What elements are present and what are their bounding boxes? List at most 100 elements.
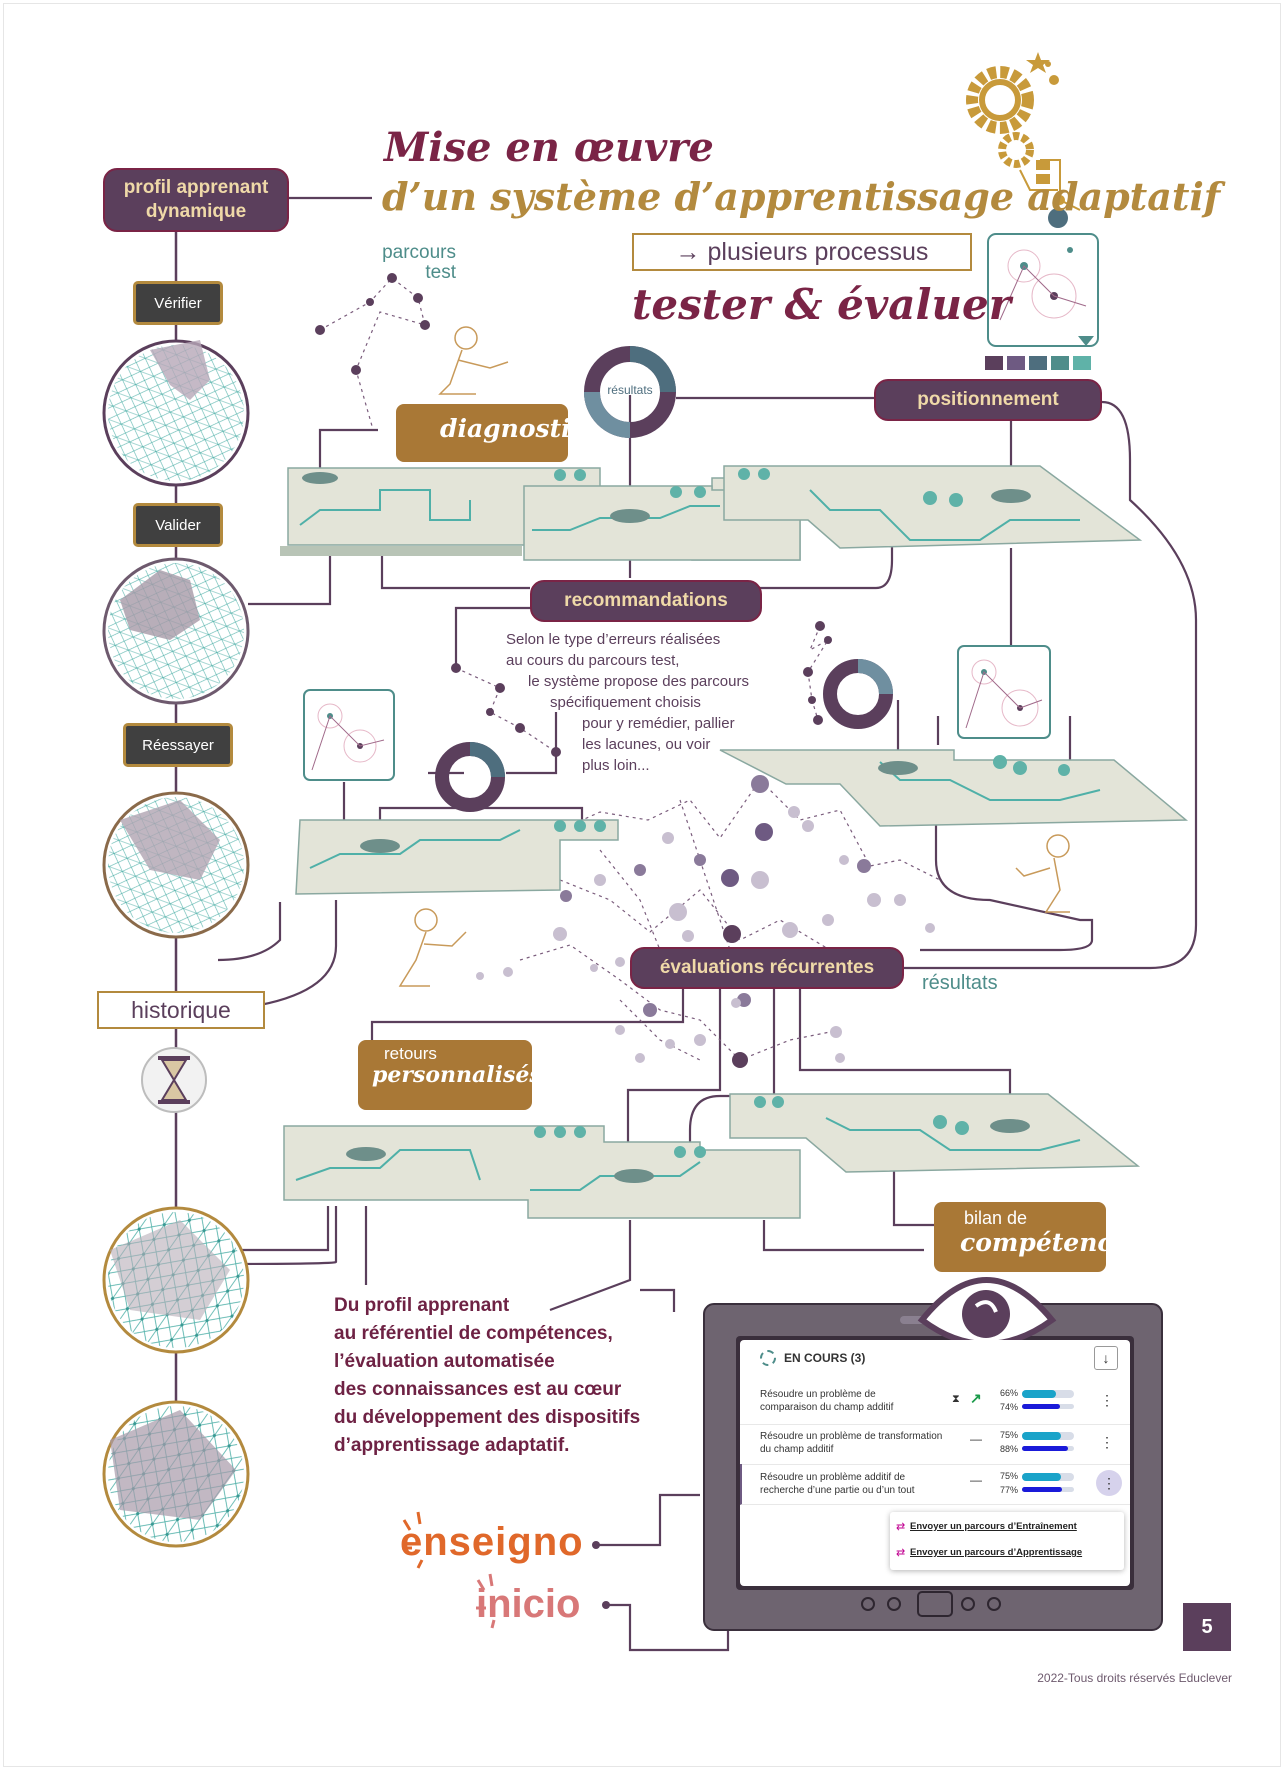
historique-box: historique [97, 991, 265, 1029]
reco-text-4: spécifiquement choisis [550, 694, 701, 711]
gears-icon [966, 52, 1081, 228]
stable-icon: — [970, 1473, 982, 1487]
reco-text-6: les lacunes, ou voir [582, 736, 711, 753]
reco-text-7: plus loin... [582, 757, 650, 774]
conclusion-line-2: au référentiel de compétences, [334, 1323, 613, 1344]
progress-fill-blue [1022, 1487, 1063, 1492]
enseigno-logo: enseigno [400, 1520, 584, 1564]
progress-fill-cyan [1022, 1473, 1061, 1481]
retours-line-1: retours [384, 1044, 437, 1063]
progress-fill-cyan [1022, 1390, 1057, 1398]
percent-2: 88% [1000, 1444, 1019, 1454]
parcours-test-line-2: test [425, 262, 456, 283]
tablet-header: EN COURS (3) [784, 1351, 866, 1365]
more-options-icon[interactable]: ⋮ [1100, 1434, 1114, 1450]
step-verifier: Vérifier [133, 281, 223, 325]
action-menu: ⇄ Envoyer un parcours d’Entraînement ⇄ E… [890, 1512, 1124, 1570]
skill-label-2b: du champ additif [760, 1444, 834, 1455]
network-nodes [315, 273, 832, 757]
progress-track [1022, 1446, 1074, 1451]
progress-fill-blue [1022, 1404, 1061, 1409]
reco-text-3: le système propose des parcours [528, 673, 749, 690]
skill-label-1b: comparaison du champ additif [760, 1402, 894, 1413]
percent-1: 75% [1000, 1430, 1019, 1440]
board-chips [302, 472, 1031, 1183]
dotted-network [319, 277, 941, 1061]
eye-icon [917, 1277, 1057, 1347]
person-icon-left [398, 908, 467, 987]
more-options-icon-active[interactable]: ⋮ [1096, 1470, 1122, 1496]
reco-text-1: Selon le type d’erreurs réalisées [506, 631, 721, 648]
skill-label-3a: Résoudre un problème additif de [760, 1472, 906, 1483]
skill-label-2a: Résoudre un problème de transformation [760, 1431, 943, 1442]
more-options-icon[interactable]: ⋮ [1100, 1392, 1114, 1408]
head-circle-3 [102, 791, 250, 939]
skill-row[interactable]: Résoudre un problème de transformation d… [740, 1424, 1130, 1465]
progress-fill-cyan [1022, 1432, 1061, 1440]
hourglass-small-icon: ⧗ [952, 1393, 960, 1405]
retours-badge: retours personnalisés [358, 1040, 542, 1110]
step-valider: Valider [133, 503, 223, 547]
bilan-badge: bilan de compétence [934, 1202, 1129, 1272]
skill-label-3b: recherche d’une partie ou d’un tout [760, 1485, 915, 1496]
resultats-label: résultats [922, 972, 998, 994]
menu-item-entrainement[interactable]: Envoyer un parcours d’Entraînement [910, 1521, 1077, 1532]
color-swatches [985, 356, 1091, 370]
conclusion-line-5: du développement des dispositifs [334, 1407, 641, 1428]
evaluations-badge: évaluations récurrentes [630, 947, 904, 989]
progress-track [1022, 1432, 1074, 1440]
donut-small-2 [823, 659, 893, 729]
parcours-test-line-1: parcours [382, 242, 456, 263]
donut-small-1 [435, 742, 505, 812]
skill-row[interactable]: Résoudre un problème de comparaison du c… [740, 1380, 1130, 1425]
send-icon: ⇄ [896, 1521, 906, 1533]
hourglass-icon [141, 1047, 207, 1113]
progress-track [1022, 1404, 1074, 1409]
skill-label-1a: Résoudre un problème de [760, 1389, 876, 1400]
trend-up-icon: ↗ [970, 1390, 982, 1406]
retours-line-2: personnalisés [372, 1062, 542, 1088]
conclusion-text: Du profil apprenant au référentiel de co… [334, 1292, 640, 1460]
results-donut [584, 346, 676, 438]
check-icon [760, 1350, 776, 1366]
brand-sparks [402, 1511, 610, 1629]
tablet-screen: EN COURS (3) ↓ Résoudre un problème de c… [740, 1340, 1130, 1586]
title-line-2: d’un système d’apprentissage adaptatif [382, 174, 1221, 219]
person-icon-top [438, 326, 509, 395]
tester-evaluer-heading: tester & évaluer [632, 280, 1011, 329]
head-circle-1 [102, 339, 250, 487]
results-donut-label: résultats [607, 383, 653, 397]
parcours-test-label: parcours test [372, 243, 456, 283]
graph-panel-right [957, 645, 1051, 739]
percent-2: 74% [1000, 1402, 1019, 1412]
footer-copyright: 2022-Tous droits réservés Educlever [1037, 1671, 1232, 1685]
title-line-1: Mise en œuvre [384, 124, 714, 171]
processes-box: → plusieurs processus [632, 233, 972, 271]
board-traces [295, 489, 1101, 1191]
bilan-line-2: compétence [960, 1228, 1129, 1257]
recommandations-badge: recommandations [530, 580, 762, 622]
percent-1: 66% [1000, 1388, 1019, 1398]
conclusion-line-6: d’apprentissage adaptatif. [334, 1435, 570, 1456]
progress-track [1022, 1390, 1074, 1398]
page-number: 5 [1183, 1603, 1231, 1651]
stable-icon: — [970, 1432, 982, 1446]
reco-text-5: pour y remédier, pallier [582, 715, 735, 732]
step-reessayer: Réessayer [123, 723, 233, 767]
head-circle-5 [102, 1400, 250, 1548]
graph-panel-left [303, 689, 395, 781]
person-icon-right [1015, 834, 1070, 913]
conclusion-line-3: l’évaluation automatisée [334, 1351, 555, 1372]
download-button[interactable]: ↓ [1094, 1346, 1118, 1370]
skill-row-active[interactable]: Résoudre un problème additif de recherch… [740, 1464, 1130, 1505]
menu-item-apprentissage[interactable]: Envoyer un parcours d’Apprentissage [910, 1547, 1083, 1558]
inicio-logo: inicio [476, 1582, 581, 1626]
progress-track [1022, 1473, 1074, 1481]
diagnostic-label: diagnostic [440, 414, 586, 443]
bilan-line-1: bilan de [964, 1208, 1028, 1228]
percent-2: 77% [1000, 1485, 1019, 1495]
head-circle-4 [102, 1206, 250, 1354]
profil-dynamique-badge: profil apprenant dynamique [103, 168, 289, 232]
graph-panel-top [987, 233, 1099, 347]
